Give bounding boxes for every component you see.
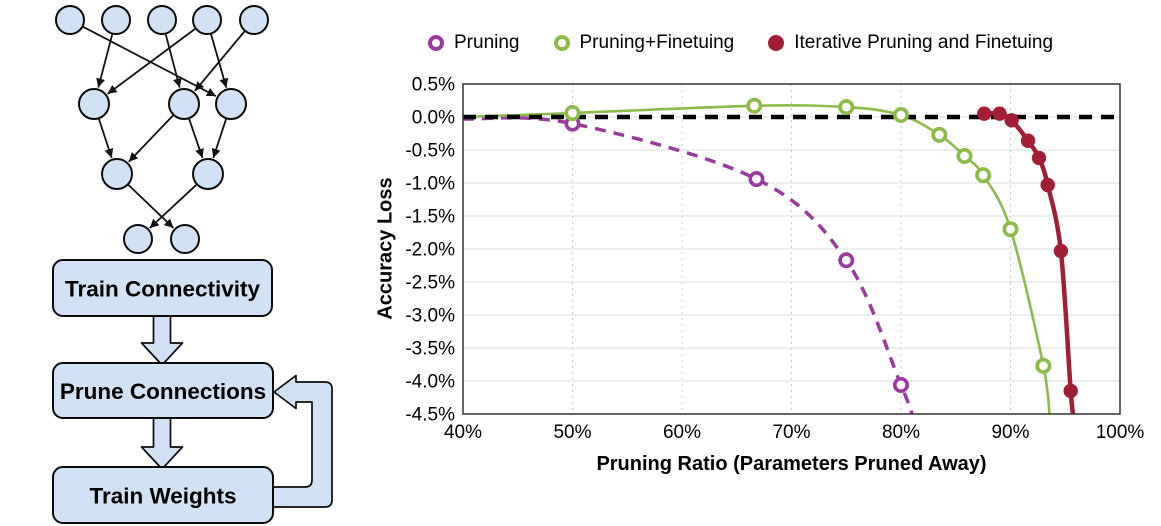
data-point-2: [1020, 133, 1036, 148]
legend-label: Iterative Pruning and Finetuing: [794, 32, 1054, 53]
legend-item-pruning-finetuing: Pruning+Finetuing: [553, 31, 735, 55]
svg-text:-4.5%: -4.5%: [405, 405, 455, 426]
network-edges: [81, 25, 246, 229]
neuron-node-layer1: [168, 88, 200, 120]
synapse-edge: [128, 114, 175, 163]
svg-text:-0.5%: -0.5%: [405, 141, 455, 162]
synapse-edge: [194, 30, 246, 92]
data-point-2: [1004, 113, 1019, 128]
neuron-node-layer0: [55, 5, 85, 35]
legend-label: Pruning+Finetuing: [579, 32, 735, 53]
data-point-1: [1035, 357, 1052, 374]
data-point-1: [975, 167, 992, 184]
synapse-edge: [211, 117, 228, 159]
data-point-1: [931, 126, 948, 143]
loop-back-arrow-icon: [269, 374, 333, 508]
flow-box-0: [52, 259, 273, 317]
data-point-1: [746, 97, 763, 114]
flow-boxes: Train Connectivity Prune Connections Train…: [52, 259, 274, 524]
network-nodes: [55, 5, 269, 254]
synapse-edge: [188, 117, 204, 159]
data-point-1: [564, 105, 581, 122]
plot-border: [462, 83, 1121, 415]
data-point-0: [892, 376, 909, 393]
synapse-edge: [149, 183, 198, 229]
neuron-node-layer2: [101, 158, 133, 190]
x-axis-title: Pruning Ratio (Parameters Pruned Away): [596, 453, 987, 475]
svg-text:-3.0%: -3.0%: [405, 306, 455, 327]
data-point-0: [838, 252, 855, 269]
pruning-finetuing-marker-icon: [553, 35, 570, 51]
svg-text:-4.0%: -4.0%: [405, 372, 455, 393]
pruning-pipeline-diagram: Train Connectivity Prune Connections Train…: [52, 5, 333, 524]
flow-box-label: Prune Connections: [60, 379, 266, 404]
flow-box-2: [52, 466, 274, 524]
pruning-marker-icon: [428, 35, 444, 51]
neuron-node-layer1: [215, 88, 247, 120]
data-point-2: [1053, 243, 1069, 259]
svg-text:0.0%: 0.0%: [412, 108, 455, 129]
neuron-node-layer3: [170, 224, 200, 254]
neuron-node-layer3: [123, 224, 153, 254]
series-lines: [463, 104, 1076, 414]
data-point-2: [1063, 383, 1078, 399]
data-point-0: [748, 171, 765, 188]
neuron-node-layer0: [147, 5, 177, 35]
svg-text:0.5%: 0.5%: [412, 75, 455, 96]
axis-tick-labels: 0.5% 0.0% -0.5% -1.0% -1.5% -2.0% -2.5% -3.0% -3…: [405, 75, 1144, 444]
synapse-edge: [209, 33, 229, 88]
svg-text:90%: 90%: [991, 422, 1029, 443]
neuron-node-layer1: [78, 88, 110, 120]
data-point-1: [892, 107, 909, 124]
down-block-arrow-icon: [140, 415, 184, 470]
y-axis-title: Accuracy Loss: [374, 177, 397, 320]
synapse-edge: [127, 183, 175, 229]
synapse-edge: [97, 117, 114, 159]
series-line-0: [463, 116, 914, 414]
synapse-edge: [96, 33, 114, 88]
data-point-2: [1031, 150, 1047, 166]
svg-text:40%: 40%: [444, 422, 482, 443]
iterative-marker-icon: [768, 35, 785, 51]
svg-text:-1.5%: -1.5%: [405, 207, 455, 228]
flow-arrows: [140, 313, 333, 508]
svg-text:-3.5%: -3.5%: [405, 339, 455, 360]
svg-text:-2.5%: -2.5%: [405, 273, 455, 294]
neuron-node-layer0: [101, 5, 131, 35]
legend-item-iterative: Iterative Pruning and Finetuing: [768, 31, 1053, 55]
neuron-node-layer2: [192, 158, 224, 190]
data-point-2: [992, 106, 1007, 121]
data-point-2: [977, 106, 992, 121]
svg-text:-1.0%: -1.0%: [405, 174, 455, 195]
data-point-1: [1002, 221, 1019, 238]
neuron-node-layer0: [192, 5, 222, 35]
series-line-1: [463, 104, 1051, 414]
flow-box-label: Train Weights: [89, 484, 236, 509]
svg-text:80%: 80%: [882, 422, 920, 443]
down-block-arrow-icon: [140, 313, 184, 366]
synapse-edge: [107, 27, 197, 95]
legend-label: Pruning: [454, 32, 520, 53]
svg-text:70%: 70%: [772, 422, 810, 443]
synapse-edge: [164, 33, 182, 88]
svg-text:100%: 100%: [1096, 422, 1145, 443]
synapse-edge: [81, 25, 217, 97]
legend-item-pruning: Pruning: [428, 31, 520, 55]
svg-text:-2.0%: -2.0%: [405, 240, 455, 261]
data-point-1: [838, 99, 855, 116]
chart-legend: Pruning Pruning+Finetuing Iterative Prun…: [428, 31, 1053, 55]
neuron-node-layer0: [239, 5, 269, 35]
data-point-1: [956, 147, 973, 164]
svg-text:50%: 50%: [553, 422, 591, 443]
series-markers: [564, 97, 1078, 399]
flow-box-label: Train Connectivity: [65, 277, 261, 302]
flow-box-1: [52, 362, 274, 419]
data-point-2: [1040, 177, 1055, 193]
series-line-2: [984, 110, 1076, 414]
svg-text:60%: 60%: [663, 422, 701, 443]
